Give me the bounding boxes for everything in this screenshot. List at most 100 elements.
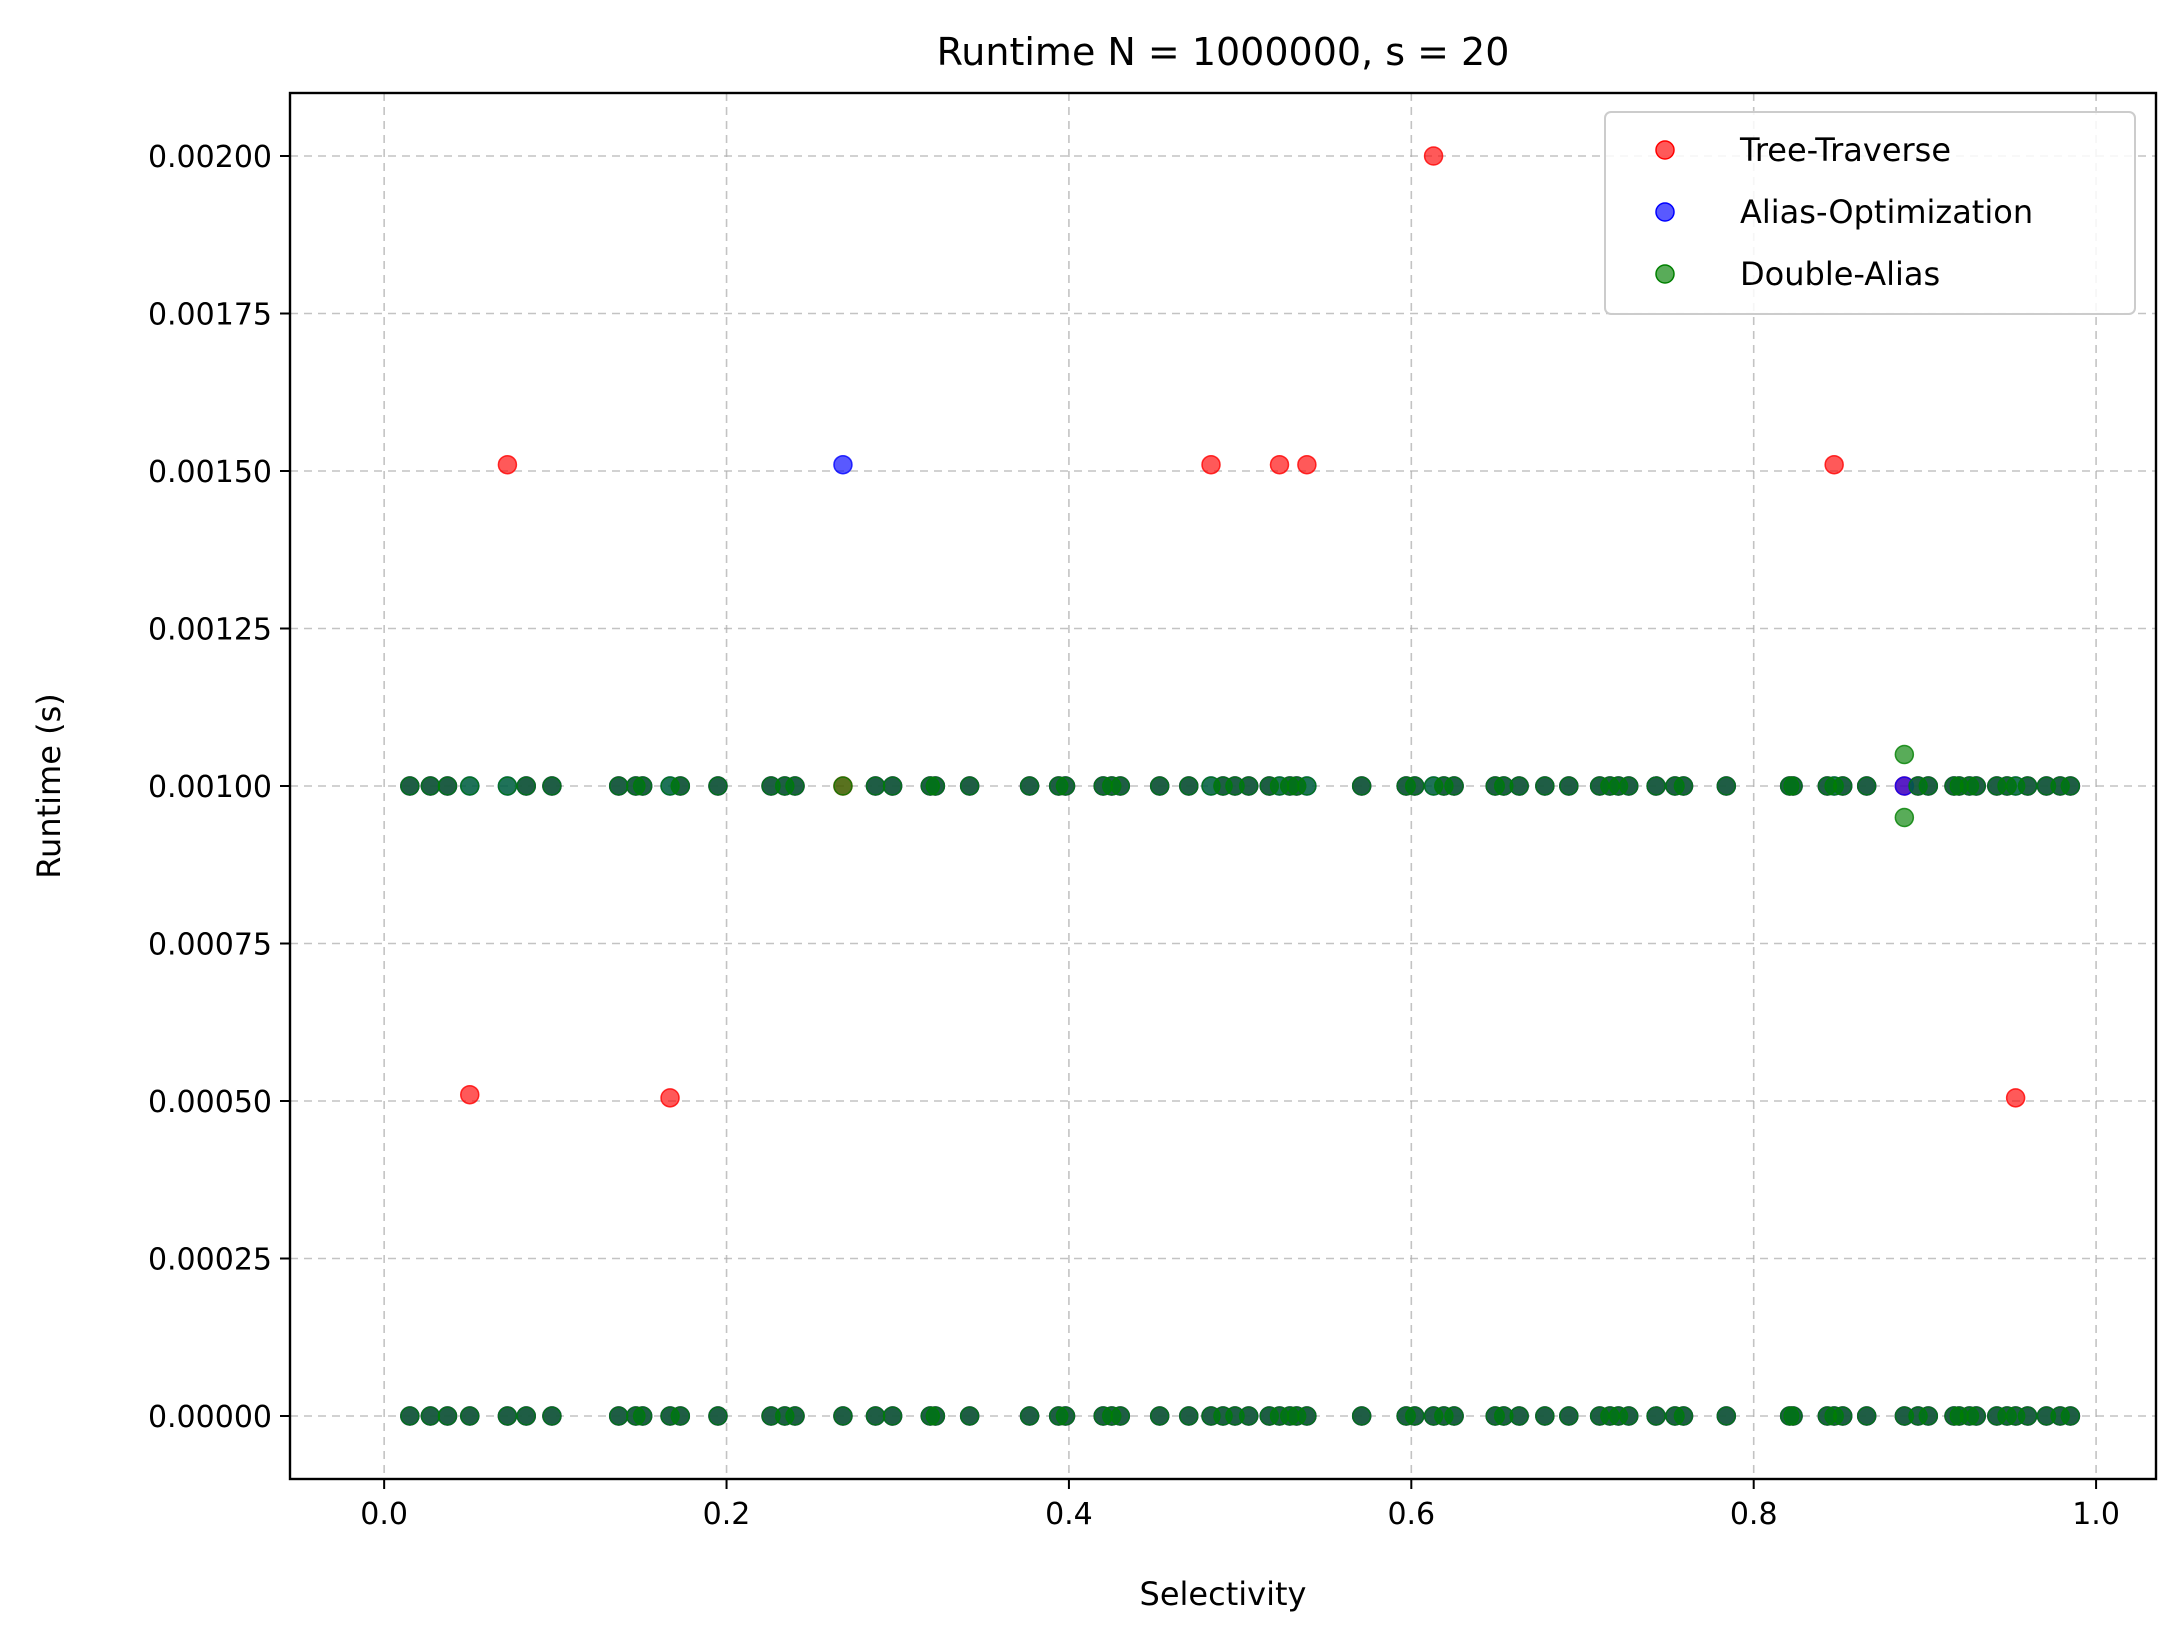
y-tick-label: 0.00150 — [148, 455, 272, 490]
data-point-double-alias — [1404, 1406, 1425, 1426]
data-point-double-alias — [2060, 776, 2081, 796]
data-point-double-alias — [670, 1406, 691, 1426]
data-point-double-alias — [1832, 776, 1853, 796]
y-tick-label: 0.00175 — [148, 298, 272, 333]
data-point-double-alias — [1055, 1406, 1076, 1426]
y-axis-ticks: 0.00000 0.00025 0.00050 0.00075 0.00100 0.001… — [148, 140, 290, 1435]
data-point-double-alias — [833, 776, 853, 796]
data-point-double-alias — [1618, 1406, 1639, 1426]
data-point-double-alias — [420, 776, 441, 796]
data-point-double-alias — [1509, 776, 1529, 796]
y-tick-label: 0.00000 — [148, 1400, 272, 1435]
legend-marker — [1655, 140, 1675, 160]
data-point-double-alias — [1832, 1406, 1853, 1426]
data-point-double-alias — [1238, 1406, 1259, 1426]
data-point-double-alias — [1179, 1406, 1199, 1426]
data-point-double-alias — [1918, 776, 1939, 796]
data-point-alias-optimization — [833, 454, 853, 475]
x-axis-label: Selectivity — [1140, 1575, 1307, 1613]
x-tick-label: 0.2 — [703, 1497, 751, 1532]
data-point-double-alias — [2060, 1406, 2081, 1426]
data-point-double-alias — [1019, 776, 1040, 796]
data-point-double-alias — [516, 776, 536, 796]
data-point-double-alias — [882, 776, 903, 796]
data-point-double-alias — [1646, 776, 1666, 796]
data-point-double-alias — [670, 776, 691, 796]
legend: Tree-Traverse Alias-Optimization Double-Al… — [1604, 111, 2136, 315]
legend-frame — [1604, 111, 2136, 315]
data-point-double-alias — [632, 1406, 653, 1426]
data-point-double-alias — [1618, 776, 1639, 796]
data-point-double-alias — [1351, 1406, 1372, 1426]
legend-marker — [1655, 202, 1675, 222]
legend-marker — [1655, 264, 1675, 284]
data-point-double-alias — [608, 776, 629, 796]
x-tick-label: 0.4 — [1045, 1497, 1093, 1532]
y-tick-label: 0.00050 — [148, 1085, 272, 1120]
data-point-double-alias — [1019, 1406, 1040, 1426]
plot-frame — [288, 91, 2158, 1481]
data-point-double-alias — [833, 1406, 853, 1426]
data-point-double-alias — [1297, 1406, 1317, 1426]
data-point-tree-traverse — [660, 1088, 680, 1108]
data-point-double-alias — [400, 1406, 420, 1426]
data-point-tree-traverse — [1269, 454, 1290, 475]
x-tick-label: 0.6 — [1387, 1497, 1435, 1532]
data-point-double-alias — [1894, 744, 1915, 765]
legend-label: Double-Alias — [1740, 255, 1940, 293]
data-point-double-alias — [1444, 776, 1464, 796]
data-point-double-alias — [437, 776, 458, 796]
data-point-double-alias — [882, 1406, 903, 1426]
y-axis-label: Runtime (s) — [30, 693, 68, 878]
legend-label: Alias-Optimization — [1740, 193, 2033, 231]
data-point-double-alias — [959, 776, 980, 796]
data-point-double-alias — [1404, 776, 1425, 796]
chart-title: Runtime N = 1000000, s = 20 — [937, 30, 1510, 74]
data-point-double-alias — [2017, 776, 2038, 796]
data-point-double-alias — [1055, 776, 1076, 796]
data-point-double-alias — [1559, 1406, 1579, 1426]
data-points — [400, 146, 2081, 1426]
data-point-double-alias — [1716, 1406, 1737, 1426]
data-point-double-alias — [1783, 776, 1803, 796]
x-tick-label: 0.8 — [1730, 1497, 1778, 1532]
data-point-double-alias — [1894, 807, 1915, 828]
data-point-tree-traverse — [1423, 146, 1444, 166]
data-point-double-alias — [1238, 776, 1259, 796]
data-point-double-alias — [1149, 776, 1170, 796]
data-point-double-alias — [1351, 776, 1372, 796]
data-point-double-alias — [865, 1406, 886, 1426]
data-point-tree-traverse — [1201, 454, 1221, 475]
y-tick-label: 0.00125 — [148, 613, 272, 648]
data-point-double-alias — [1918, 1406, 1939, 1426]
legend-label: Tree-Traverse — [1739, 131, 1951, 169]
data-point-double-alias — [1535, 776, 1555, 796]
data-point-double-alias — [785, 776, 805, 796]
data-point-double-alias — [542, 1406, 562, 1426]
data-point-double-alias — [516, 1406, 536, 1426]
data-point-double-alias — [632, 776, 653, 796]
x-axis-ticks: 0.0 0.2 0.4 0.6 0.8 1.0 — [360, 1479, 2120, 1532]
data-point-double-alias — [865, 776, 886, 796]
data-point-tree-traverse — [497, 454, 518, 475]
data-point-double-alias — [925, 1406, 946, 1426]
data-point-double-alias — [1149, 1406, 1170, 1426]
data-point-double-alias — [1444, 1406, 1464, 1426]
data-point-double-alias — [708, 1406, 728, 1426]
y-tick-label: 0.00025 — [148, 1243, 272, 1278]
legend-entries: Tree-Traverse Alias-Optimization Double-Al… — [1655, 131, 2033, 293]
data-point-double-alias — [497, 1406, 518, 1426]
data-point-double-alias — [1716, 776, 1737, 796]
data-point-tree-traverse — [2005, 1088, 2026, 1108]
y-tick-label: 0.00100 — [148, 770, 272, 805]
data-point-double-alias — [542, 776, 562, 796]
data-point-double-alias — [1110, 1406, 1131, 1426]
data-point-tree-traverse — [460, 1084, 480, 1105]
data-point-tree-traverse — [1297, 454, 1317, 475]
data-point-double-alias — [1559, 776, 1579, 796]
data-point-double-alias — [400, 776, 420, 796]
data-point-double-alias — [785, 1406, 805, 1426]
data-point-double-alias — [959, 1406, 980, 1426]
data-point-double-alias — [460, 776, 480, 796]
